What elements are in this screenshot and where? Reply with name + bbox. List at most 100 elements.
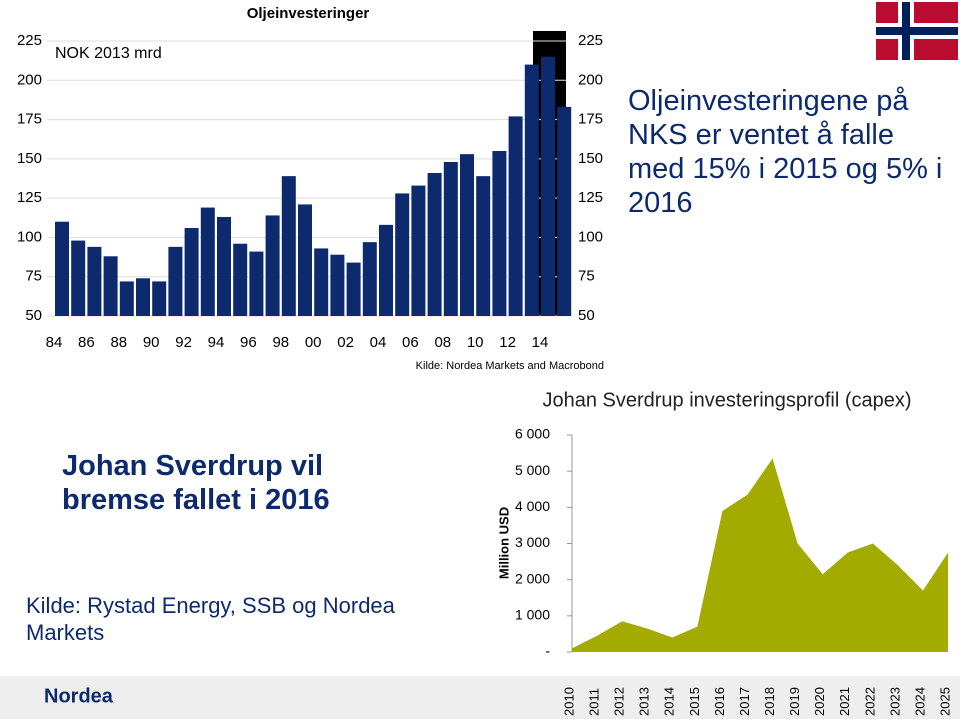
y-tick-label: 100: [17, 228, 42, 245]
x-tick-label: 86: [78, 334, 95, 351]
bar: [136, 278, 150, 316]
bar: [411, 185, 426, 316]
x-tick-label: 12: [499, 334, 516, 351]
bar: [395, 193, 410, 316]
y-tick-label: 1 000: [515, 607, 550, 623]
bar: [541, 56, 555, 316]
x-tick-label: 2015: [687, 687, 702, 716]
x-tick-label: 00: [305, 334, 322, 351]
x-tick-label: 94: [208, 334, 225, 351]
x-tick-label: 88: [110, 334, 127, 351]
x-tick-label: 2018: [762, 687, 777, 716]
y-tick-label: 125: [17, 189, 42, 206]
y-tick-label: 200: [578, 71, 603, 88]
y-tick-label: 3 000: [515, 534, 550, 550]
bar: [233, 243, 248, 316]
y-tick-label: 175: [578, 111, 603, 128]
x-tick-label: 06: [402, 334, 419, 351]
headline: Oljeinvesteringene på NKS er ventet å fa…: [628, 85, 943, 219]
y-tick-label: 225: [17, 32, 42, 49]
x-tick-label: 96: [240, 334, 257, 351]
logo: Nordea: [44, 685, 114, 707]
x-tick-label: 2011: [587, 688, 602, 716]
footer-band: [0, 676, 960, 719]
source: Kilde: Nordea Markets and Macrobond: [416, 360, 604, 372]
x-tick-label: 2020: [812, 687, 827, 716]
y-tick-label: 150: [578, 150, 603, 167]
bar: [508, 116, 523, 316]
x-tick-label: 84: [46, 334, 63, 351]
x-tick-label: 2017: [737, 687, 752, 716]
bar: [314, 248, 329, 316]
bar: [87, 246, 102, 316]
y-tick-label: 75: [578, 268, 595, 285]
x-tick-label: 2012: [612, 687, 627, 716]
bar: [379, 224, 393, 316]
y-tick-label: 4 000: [515, 498, 550, 514]
bar: [346, 262, 361, 316]
bar: [249, 251, 264, 316]
y-tick-label: 150: [17, 150, 42, 167]
x-tick-label: 2022: [862, 687, 877, 716]
x-tick-label: 2025: [937, 687, 952, 716]
bar: [427, 173, 442, 316]
x-tick-label: 2023: [887, 687, 902, 716]
chart-title: Johan Sverdrup investeringsprofil (capex…: [542, 389, 911, 411]
x-tick-label: 2024: [912, 687, 927, 716]
bar: [524, 64, 539, 316]
x-tick-label: 2013: [637, 687, 652, 716]
bar: [460, 154, 474, 316]
y-tick-label: 100: [578, 228, 603, 245]
bar: [557, 107, 572, 316]
bar: [281, 176, 296, 316]
y-tick-label: 175: [17, 111, 42, 128]
bar: [492, 151, 507, 316]
x-tick-label: 2010: [561, 687, 576, 716]
bar: [152, 281, 167, 316]
y-tick-label: 125: [578, 189, 603, 206]
bar: [168, 246, 183, 316]
bar: [55, 221, 69, 316]
y-axis-label: Million USD: [496, 507, 511, 579]
bar: [200, 207, 215, 316]
unit-label: NOK 2013 mrd: [55, 45, 162, 62]
source-note: Kilde: Rystad Energy, SSB og Nordea Mark…: [26, 593, 395, 645]
x-tick-label: 14: [532, 334, 549, 351]
x-tick-label: 2021: [837, 687, 852, 716]
bar: [184, 228, 199, 316]
bar: [298, 204, 312, 316]
y-tick-label: 50: [25, 307, 42, 324]
flag: [876, 2, 958, 60]
x-tick-label: 02: [337, 334, 354, 351]
y-tick-label: 200: [17, 71, 42, 88]
y-tick-label: 2 000: [515, 570, 550, 586]
chart-title: Oljeinvesteringer: [247, 5, 370, 22]
bar: [71, 240, 86, 316]
x-tick-label: 2014: [662, 687, 677, 716]
bar: [103, 256, 118, 316]
bar: [119, 281, 134, 316]
bar: [443, 162, 458, 316]
y-tick-label: -: [545, 643, 550, 659]
x-tick-label: 08: [434, 334, 451, 351]
bar: [476, 176, 491, 316]
area: [572, 458, 949, 652]
x-tick-label: 90: [143, 334, 160, 351]
bar: [362, 242, 377, 316]
bar: [265, 215, 280, 316]
y-tick-label: 6 000: [515, 426, 550, 442]
x-tick-label: 2019: [787, 687, 802, 716]
y-tick-label: 5 000: [515, 462, 550, 478]
y-tick-label: 50: [578, 307, 595, 324]
x-tick-label: 2016: [712, 687, 727, 716]
y-tick-label: 225: [578, 32, 603, 49]
x-tick-label: 98: [272, 334, 289, 351]
x-tick-label: 04: [370, 334, 387, 351]
headline: Johan Sverdrup vil bremse fallet i 2016: [62, 450, 330, 516]
x-tick-label: 10: [467, 334, 484, 351]
x-tick-label: 92: [175, 334, 192, 351]
bar: [330, 254, 345, 316]
bar: [217, 217, 231, 316]
